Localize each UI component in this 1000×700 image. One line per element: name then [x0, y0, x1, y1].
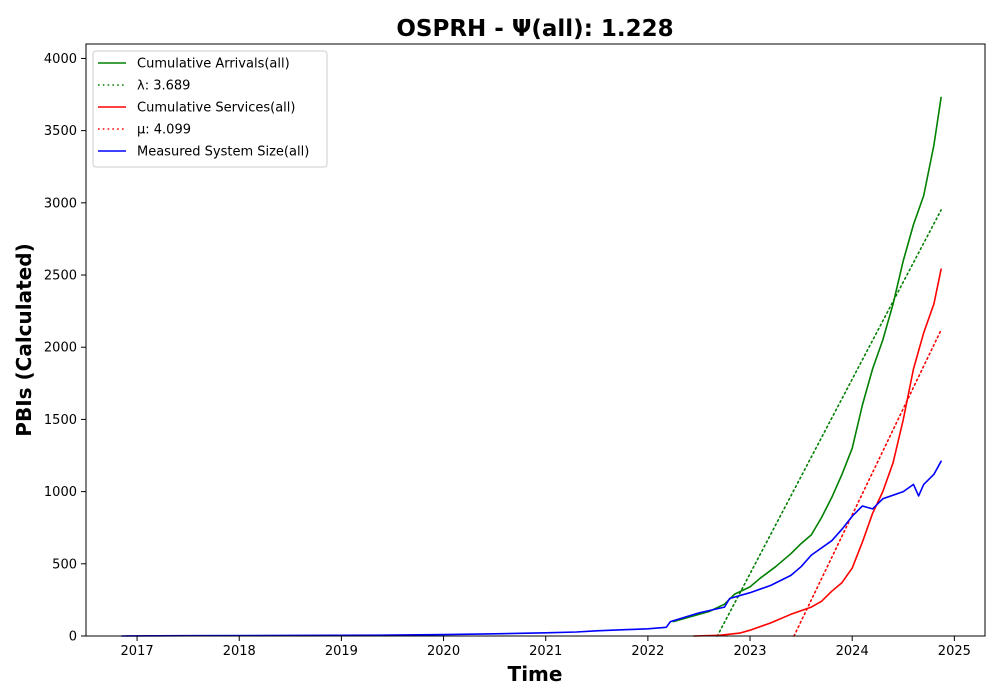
- x-tick-label: 2017: [121, 644, 154, 659]
- series-line-2: [692, 268, 942, 637]
- x-axis: 2017 2018 2019 2020 2021 2022 2023 2024 2025: [121, 636, 971, 659]
- legend-label-0: Cumulative Arrivals(all): [137, 57, 290, 72]
- y-tick-label: 4000: [44, 52, 77, 67]
- legend: Cumulative Arrivals(all) λ: 3.689 Cumulati…: [92, 50, 328, 168]
- series-line-4: [121, 460, 942, 637]
- legend-label-4: Measured System Size(all): [137, 145, 309, 160]
- x-tick-label: 2021: [529, 644, 562, 659]
- legend-box: [92, 50, 328, 168]
- y-tick-label: 500: [52, 557, 77, 572]
- y-tick-label: 3500: [44, 124, 77, 139]
- x-tick-label: 2023: [733, 644, 766, 659]
- series-line-3: [793, 329, 942, 637]
- y-tick-label: 1000: [44, 485, 77, 500]
- y-tick-label: 2500: [44, 269, 77, 284]
- y-axis-label: PBIs (Calculated): [12, 243, 36, 436]
- chart-title: OSPRH - Ψ(all): 1.228: [396, 16, 673, 42]
- y-tick-label: 2000: [44, 341, 77, 356]
- legend-label-3: μ: 4.099: [137, 123, 191, 138]
- legend-label-2: Cumulative Services(all): [137, 101, 295, 116]
- y-tick-label: 0: [69, 630, 77, 645]
- series-line-0: [672, 96, 942, 623]
- y-tick-label: 1500: [44, 413, 77, 428]
- plot-area: [121, 96, 942, 637]
- x-tick-label: 2024: [836, 644, 869, 659]
- x-axis-label: Time: [508, 662, 563, 686]
- x-tick-label: 2018: [223, 644, 256, 659]
- y-tick-label: 3000: [44, 196, 77, 211]
- legend-label-1: λ: 3.689: [137, 79, 190, 94]
- x-tick-label: 2022: [631, 644, 664, 659]
- series-line-1: [716, 209, 942, 637]
- plot-frame: [85, 43, 986, 637]
- x-tick-label: 2019: [325, 644, 358, 659]
- x-tick-label: 2025: [938, 644, 971, 659]
- x-tick-label: 2020: [427, 644, 460, 659]
- y-axis: 0 500 1000 1500 2000 2500 3000 3500 4000: [44, 52, 86, 645]
